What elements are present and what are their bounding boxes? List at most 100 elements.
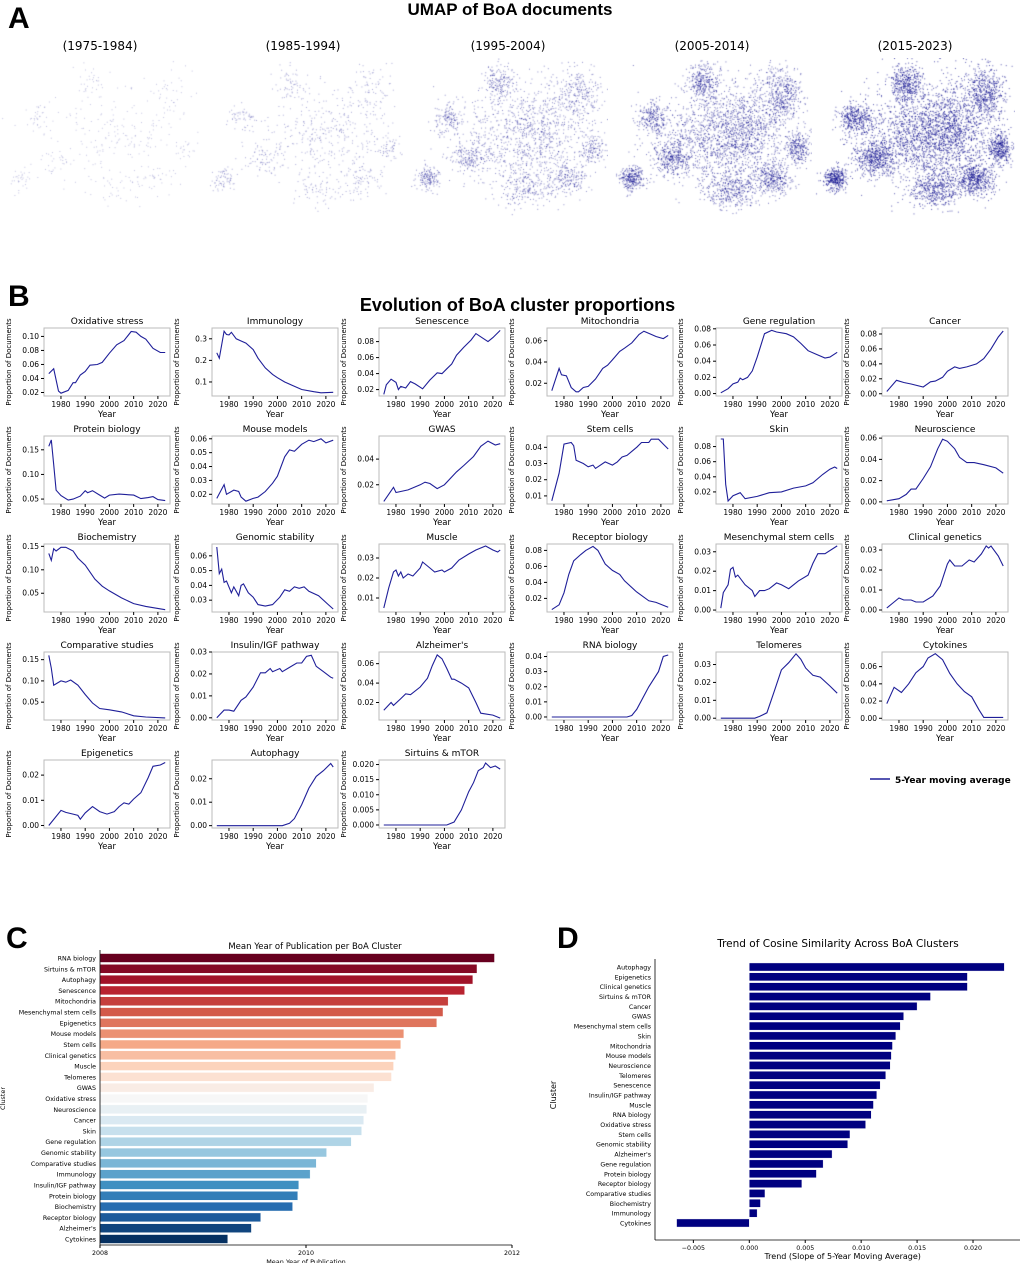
cluster-proportion-grid: Oxidative stress 1980 1990 2000 2010 2020 0.02… [5,317,1011,852]
x-tick-label: 2020 [483,400,502,409]
chart-title: Trend of Cosine Similarity Across BoA Cl… [716,938,959,950]
y-tick-label: 0.00 [525,712,542,721]
x-tick-label: 1980 [723,616,742,625]
umap-scatter-2005-2014 [612,58,812,218]
x-axis-label: Year [265,518,285,528]
x-axis-label: Year [935,734,955,744]
x-axis-label: Year [769,410,789,420]
x-tick-label: 1990 [748,508,767,517]
x-tick-label: 1990 [411,724,430,733]
umap-period-label: (1975-1984) [62,39,138,53]
y-axis-label: Proportion of Documents [5,750,13,838]
subplot-title: Epigenetics [81,749,133,759]
chart-title: Mean Year of Publication per BoA Cluster [228,942,402,952]
y-axis-label: Proportion of Documents [173,750,181,838]
subplot-title: Stem cells [587,425,634,435]
plot-frame [43,327,171,397]
y-tick-label: 0.05 [22,495,39,504]
bar-receptor-biology [749,1179,803,1188]
y-axis-label: Proportion of Documents [508,642,516,730]
x-tick-label: 0.020 [964,1245,982,1252]
x-tick-label: 1980 [889,616,908,625]
evolution-title: Evolution of BoA cluster proportions [359,295,676,315]
x-tick-label: 1980 [723,508,742,517]
y-tick-label: 0.02 [190,490,207,499]
category-label: Stem cells [618,1132,651,1139]
x-tick-label: 2010 [627,400,646,409]
category-label: Oxidative stress [600,1122,651,1129]
y-tick-label: 0.06 [525,336,542,345]
x-tick-label: 2000 [603,508,622,517]
y-tick-label: 0.10 [22,565,39,574]
y-tick-label: 0.02 [525,379,542,388]
y-tick-label: 0.01 [190,691,207,700]
x-tick-label: 2010 [124,400,143,409]
category-label: Mitochondria [55,999,96,1006]
y-tick-label: 0.04 [357,455,374,464]
x-tick-label: 2010 [627,724,646,733]
x-tick-label: 1990 [244,616,263,625]
y-tick-label: 0.00 [694,714,711,723]
y-tick-label: 0.06 [190,434,207,443]
bar-skin [749,1031,897,1041]
x-tick-label: 1980 [723,724,742,733]
category-label: Neuroscience [608,1063,651,1070]
x-tick-label: 1980 [386,616,405,625]
plot-frame [43,543,171,613]
y-axis-label: Proportion of Documents [508,318,516,406]
y-tick-label: 0.00 [694,606,711,615]
y-tick-label: 0.02 [694,678,711,687]
x-tick-label: 2020 [820,508,839,517]
category-label: Stem cells [63,1042,96,1049]
y-tick-label: 0.01 [357,594,374,603]
x-tick-label: 2010 [459,832,478,841]
y-axis-label: Proportion of Documents [5,642,13,730]
x-tick-label: 2010 [459,724,478,733]
x-axis-label: Year [432,518,452,528]
y-tick-label: 0.00 [190,713,207,722]
bar-telomeres [749,1071,886,1080]
category-label: Alzheimer's [59,1226,96,1233]
category-label: Muscle [629,1102,651,1109]
moving-average-line [720,438,838,503]
y-tick-label: 0.00 [860,497,877,506]
y-tick-label: 0.00 [860,389,877,398]
moving-average-line [886,653,1004,718]
x-tick-label: 1980 [51,616,70,625]
category-label: Receptor biology [43,1215,96,1222]
y-tick-label: 0.02 [357,480,374,489]
moving-average-line [886,438,1004,502]
x-axis-label: Mean Year of Publication [266,1258,346,1263]
x-tick-label: 2010 [962,616,981,625]
plot-frame [715,651,843,721]
subplot-title: Mesenchymal stem cells [724,533,835,543]
bar-sirtuins-mtor [749,992,931,1001]
y-axis-label: Proportion of Documents [843,318,851,406]
x-axis-label: Year [600,734,620,744]
x-tick-label: 2010 [796,400,815,409]
plot-frame [211,327,339,397]
x-tick-label: 2000 [938,616,957,625]
subplot-title: Genomic stability [236,533,315,543]
bar-stem-cells [749,1130,851,1139]
x-tick-label: 2020 [148,400,167,409]
y-axis-label: Proportion of Documents [677,318,685,406]
x-tick-label: 0.000 [740,1245,758,1252]
x-tick-label: 1990 [76,724,95,733]
x-tick-label: 2010 [124,724,143,733]
x-axis-label: Year [265,626,285,636]
subplot-mouse-models: Mouse models 1980 1990 2000 2010 2020 0.02 0.03… [173,425,339,528]
subplot-receptor-biology: Receptor biology 1980 1990 2000 2010 2020 0.02… [508,533,674,636]
y-tick-label: 0.005 [353,805,375,814]
y-tick-label: 0.06 [357,353,374,362]
x-tick-label: 2000 [603,724,622,733]
x-tick-label: 1980 [219,400,238,409]
y-tick-label: 0.02 [357,698,374,707]
bar-immunology [749,1208,758,1218]
y-tick-label: 0.05 [22,698,39,707]
subplot-autophagy: Autophagy 1980 1990 2000 2010 2020 0.00 0.01 0.0… [173,749,339,852]
x-tick-label: 2020 [820,616,839,625]
y-tick-label: 0.00 [860,714,877,723]
plot-frame [211,435,339,505]
bar-genomic-stability [749,1139,848,1149]
